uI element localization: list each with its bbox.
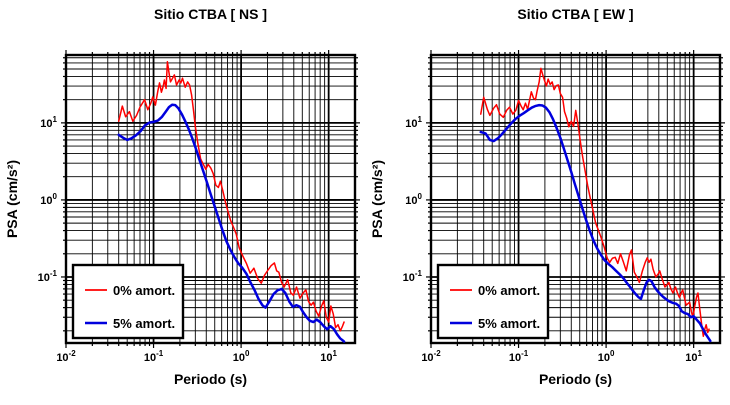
series-line-5-amort (479, 103, 712, 343)
psa-chart-ew: 10-1 100 101 10-2 10-1 100 101 0% amort. 5% amor… (369, 6, 725, 387)
x-tick-label: 101 (320, 349, 337, 364)
legend-label: 0% amort. (478, 283, 540, 298)
chart-ns: 10-1 100 101 10-2 10-1 100 101 0% amort. 5% amor… (0, 0, 365, 400)
legend: 0% amort. 5% amort. (71, 263, 185, 340)
x-tick-label: 100 (233, 349, 250, 364)
psa-chart-ns: 10-1 100 101 10-2 10-1 100 101 0% amort. 5% amor… (4, 6, 360, 387)
y-tick-label: 100 (40, 192, 57, 207)
legend-box (436, 263, 550, 340)
x-axis-label: Periodo (s) (539, 371, 612, 387)
legend-label: 0% amort. (113, 283, 175, 298)
x-tick-label: 101 (685, 349, 702, 364)
x-tick-label: 10-2 (421, 349, 441, 364)
series-line-5-amort (117, 103, 346, 343)
x-tick-label: 10-2 (56, 349, 76, 364)
y-axis-label: PSA (cm/s²) (369, 160, 385, 238)
x-axis-label: Periodo (s) (174, 371, 247, 387)
series-line-0-amort (480, 67, 710, 338)
x-tick-label: 10-1 (144, 349, 164, 364)
legend-label: 5% amort. (113, 316, 175, 331)
chart-ew: 10-1 100 101 10-2 10-1 100 101 0% amort. 5% amor… (365, 0, 730, 400)
y-tick-label: 101 (405, 115, 422, 130)
legend: 0% amort. 5% amort. (436, 263, 550, 340)
chart-title: Sitio CTBA [ EW ] (517, 6, 633, 22)
plot-frame (64, 53, 357, 345)
chart-title: Sitio CTBA [ NS ] (154, 6, 267, 22)
series-line-0-amort (117, 61, 345, 332)
y-tick-label: 100 (405, 192, 422, 207)
y-tick-label: 10-1 (403, 269, 423, 284)
x-tick-label: 100 (598, 349, 615, 364)
legend-label: 5% amort. (478, 316, 540, 331)
y-tick-label: 10-1 (38, 269, 58, 284)
legend-box (71, 263, 185, 340)
y-axis-label: PSA (cm/s²) (4, 160, 20, 238)
x-tick-label: 10-1 (509, 349, 529, 364)
y-tick-label: 101 (40, 115, 57, 130)
plot-frame (429, 53, 722, 345)
